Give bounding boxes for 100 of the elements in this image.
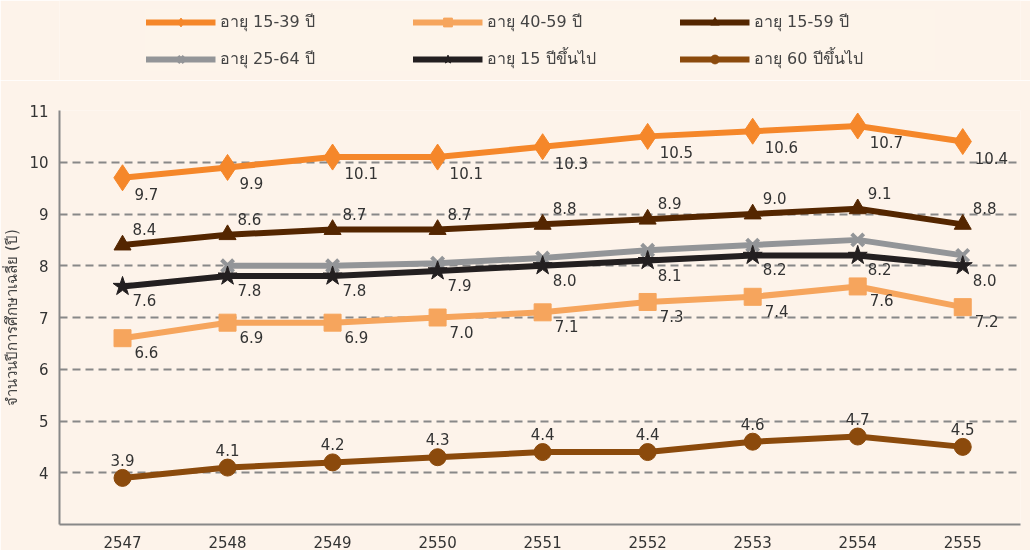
x-tick-label: 2553: [733, 533, 772, 552]
x-tick-label: 2549: [313, 533, 352, 552]
data-label: 4.5: [950, 420, 975, 439]
data-label: 4.7: [845, 410, 870, 429]
point: [743, 203, 762, 220]
data-label: 7.8: [237, 282, 262, 301]
point: [848, 277, 867, 296]
point: [743, 287, 762, 306]
point: [427, 260, 448, 280]
y-tick-label: 7: [38, 309, 49, 328]
legend-label: อายุ 15 ปีขึ้นไป: [487, 46, 597, 71]
point: [218, 224, 237, 241]
y-tick-label: 5: [38, 413, 49, 431]
data-label: 8.1: [657, 266, 682, 285]
data-label: 8.8: [552, 200, 577, 219]
point: [954, 247, 971, 264]
point: [113, 234, 132, 251]
point: [533, 214, 552, 230]
point: [219, 257, 236, 274]
data-label: 4.2: [320, 436, 345, 455]
point: [637, 250, 658, 270]
x-tick-label: 2552: [628, 533, 667, 552]
data-label: 4.4: [530, 426, 555, 445]
point: [322, 265, 343, 285]
data-label: 10.4: [974, 149, 1009, 168]
legend-label: อายุ 15-59 ปี: [754, 11, 850, 34]
y-tick-label: 9: [38, 206, 49, 224]
point: [113, 329, 132, 348]
data-label: 6.9: [344, 328, 369, 347]
data-label: 7.6: [132, 292, 157, 311]
data-label: 8.7: [342, 205, 367, 224]
y-tick-label: 8: [38, 257, 49, 276]
point: [847, 244, 868, 264]
data-label: 4.6: [740, 415, 765, 434]
x-tick-label: 2555: [943, 533, 982, 552]
data-label: 4.4: [635, 426, 660, 445]
point: [744, 237, 761, 254]
x-tick-label: 2554: [838, 533, 877, 552]
x-tick-label: 2547: [103, 533, 142, 552]
point: [113, 468, 132, 487]
data-label: 7.6: [869, 292, 894, 311]
x-tick-label: 2551: [523, 533, 562, 552]
x-tick-label: 2548: [208, 533, 247, 552]
point: [428, 308, 447, 327]
data-label: 8.6: [237, 210, 262, 229]
point: [953, 214, 972, 230]
data-label: 8.0: [552, 271, 577, 290]
legend-label: อายุ 60 ปีขึ้นไป: [754, 46, 864, 71]
point: [953, 298, 972, 317]
legend-label: อายุ 25-64 ปี: [220, 48, 316, 71]
data-label: 8.0: [972, 271, 997, 290]
data-label: 7.9: [447, 276, 472, 295]
data-label: 10.7: [869, 134, 904, 153]
data-label: 10.1: [344, 165, 378, 184]
data-label: 10.6: [764, 139, 799, 158]
data-label: 9.0: [762, 190, 787, 208]
data-label: 10.1: [449, 165, 483, 184]
point: [638, 443, 657, 462]
legend-label: อายุ 40-59 ปี: [487, 11, 583, 34]
point: [324, 257, 341, 274]
point: [953, 437, 972, 456]
point: [742, 244, 763, 264]
y-tick-label: 10: [29, 154, 49, 173]
data-label: 8.4: [132, 221, 157, 240]
point: [848, 198, 867, 215]
data-label: 3.9: [110, 451, 135, 470]
y-tick-label: 4: [38, 464, 49, 483]
data-label: 8.8: [972, 200, 997, 219]
point: [112, 275, 133, 296]
data-label: 6.6: [134, 344, 159, 363]
point: [638, 208, 657, 225]
point: [848, 427, 867, 446]
data-label: 7.0: [449, 323, 474, 342]
data-label: 9.9: [239, 175, 264, 194]
point: [743, 432, 762, 451]
point: [533, 303, 552, 322]
data-label: 4.1: [215, 441, 240, 460]
point: [323, 219, 342, 235]
data-label: 4.3: [425, 431, 450, 450]
data-label: 9.7: [134, 185, 159, 204]
point: [532, 255, 553, 275]
point: [428, 219, 447, 235]
point: [849, 231, 866, 248]
point: [323, 313, 342, 332]
data-label: 9.1: [867, 184, 892, 203]
legend-label: อายุ 15-39 ปี: [220, 11, 316, 34]
point: [218, 458, 237, 477]
x-tick-label: 2550: [418, 533, 457, 552]
data-label: 6.9: [239, 328, 264, 347]
data-label: 7.4: [764, 302, 789, 321]
point: [638, 292, 657, 311]
y-axis-title: จำนวนปีการศึกษาเฉลี่ย (ปี): [1, 229, 22, 406]
y-tick-label: 6: [38, 361, 49, 380]
point: [639, 242, 656, 259]
data-label: 10.5: [659, 144, 694, 163]
data-label: 8.9: [657, 195, 682, 214]
point: [533, 443, 552, 462]
data-label: 8.2: [762, 261, 787, 280]
y-tick-label: 11: [29, 102, 49, 121]
point: [323, 453, 342, 472]
